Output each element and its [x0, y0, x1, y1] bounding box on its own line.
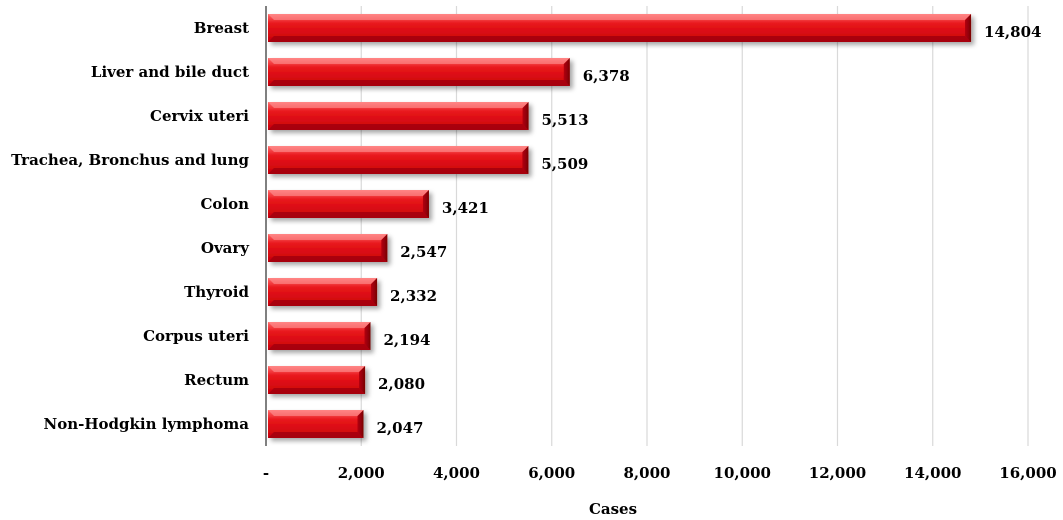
value-label: 6,378: [583, 67, 630, 85]
x-tick-label: 12,000: [809, 464, 866, 482]
value-label: 2,547: [400, 243, 447, 261]
category-label: Ovary: [201, 239, 250, 257]
value-label: 14,804: [984, 23, 1041, 41]
bar-bevel-top: [268, 366, 366, 372]
bar-bevel-bottom: [268, 36, 972, 42]
bar-bevel-end: [364, 322, 371, 350]
bar-bevel-bottom: [268, 344, 371, 350]
value-label: 2,332: [390, 287, 437, 305]
bar-bevel-end: [522, 102, 529, 130]
category-label: Non-Hodgkin lymphoma: [44, 415, 250, 433]
value-label: 2,047: [376, 419, 423, 437]
bar: [268, 410, 364, 438]
value-labels: 14,804 6,378 5,513 5,509 3,421 2,547 2,332 2,19…: [376, 23, 1041, 437]
x-tick-label: 6,000: [528, 464, 575, 482]
bar-bevel-end: [422, 190, 429, 218]
bar-bevel-top: [268, 410, 364, 416]
category-label: Breast: [194, 19, 249, 37]
bar-bevel-top: [268, 146, 529, 152]
category-label: Colon: [200, 195, 249, 213]
bar: [268, 58, 570, 86]
bar: [268, 102, 529, 130]
bar-bevel-end: [522, 146, 529, 174]
value-label: 3,421: [442, 199, 489, 217]
bar-bevel-end: [563, 58, 570, 86]
x-tick-label: 8,000: [624, 464, 671, 482]
bar-bevel-end: [357, 410, 364, 438]
bar-bevel-top: [268, 58, 570, 64]
bar-bevel-bottom: [268, 300, 378, 306]
bar-bevel-top: [268, 14, 972, 20]
x-tick-labels: - 2,000 4,000 6,000 8,000 10,000 12,000 14,000 1…: [263, 464, 1057, 482]
x-tick-label: 10,000: [714, 464, 771, 482]
bar: [268, 366, 366, 394]
category-label: Trachea, Bronchus and lung: [11, 151, 249, 169]
category-label: Corpus uteri: [143, 327, 249, 345]
value-label: 5,509: [541, 155, 588, 173]
x-tick-label: 14,000: [904, 464, 961, 482]
bar-bevel-bottom: [268, 80, 570, 86]
category-labels: Breast Liver and bile duct Cervix uteri Tra…: [11, 19, 250, 433]
bar-bevel-top: [268, 234, 388, 240]
bar-bevel-top: [268, 190, 429, 196]
bar-bevel-end: [965, 14, 972, 42]
bar-bevel-end: [371, 278, 378, 306]
bar-bevel-top: [268, 322, 371, 328]
bar-bevel-bottom: [268, 388, 366, 394]
bar-bevel-bottom: [268, 256, 388, 262]
bar: [268, 322, 371, 350]
bar: [268, 190, 429, 218]
category-label: Thyroid: [184, 283, 249, 301]
bar-bevel-bottom: [268, 124, 529, 130]
bar-bevel-top: [268, 102, 529, 108]
bar: [268, 146, 529, 174]
bar-bevel-bottom: [268, 212, 429, 218]
bar-bevel-top: [268, 278, 378, 284]
bar-bevel-bottom: [268, 168, 529, 174]
x-tick-label: 16,000: [999, 464, 1056, 482]
x-tick-label: 2,000: [338, 464, 385, 482]
x-axis-title: Cases: [589, 500, 637, 518]
bar: [268, 278, 378, 306]
bar-bevel-bottom: [268, 432, 364, 438]
bars: [268, 14, 972, 438]
category-label: Liver and bile duct: [91, 63, 249, 81]
bar: [268, 14, 972, 42]
x-tick-label: 4,000: [433, 464, 480, 482]
value-label: 2,080: [378, 375, 425, 393]
value-label: 2,194: [383, 331, 430, 349]
category-label: Rectum: [184, 371, 249, 389]
value-label: 5,513: [542, 111, 589, 129]
bar-bevel-end: [359, 366, 366, 394]
x-tick-label: -: [263, 464, 269, 482]
category-label: Cervix uteri: [150, 107, 249, 125]
bar-bevel-end: [381, 234, 388, 262]
bar: [268, 234, 388, 262]
